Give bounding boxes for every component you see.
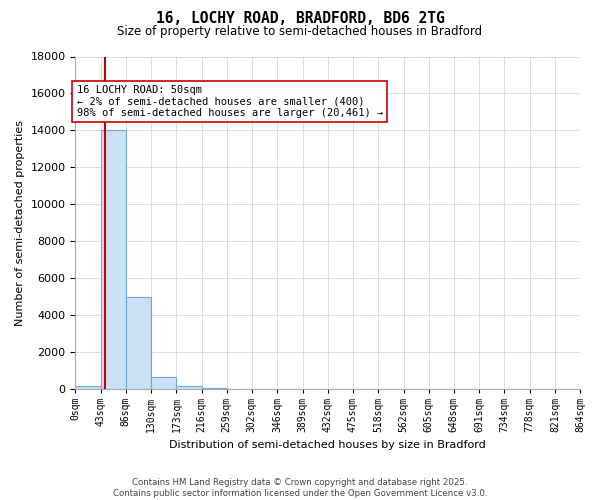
Bar [125, 297, 151, 390]
Bar [176, 386, 202, 390]
Bar [76, 386, 101, 390]
Bar [151, 376, 176, 390]
Text: 16 LOCHY ROAD: 50sqm
← 2% of semi-detached houses are smaller (400)
98% of semi-: 16 LOCHY ROAD: 50sqm ← 2% of semi-detach… [77, 85, 383, 118]
Bar [202, 388, 227, 390]
Bar [101, 130, 125, 390]
Text: Contains HM Land Registry data © Crown copyright and database right 2025.
Contai: Contains HM Land Registry data © Crown c… [113, 478, 487, 498]
X-axis label: Distribution of semi-detached houses by size in Bradford: Distribution of semi-detached houses by … [169, 440, 486, 450]
Y-axis label: Number of semi-detached properties: Number of semi-detached properties [15, 120, 25, 326]
Text: 16, LOCHY ROAD, BRADFORD, BD6 2TG: 16, LOCHY ROAD, BRADFORD, BD6 2TG [155, 11, 445, 26]
Text: Size of property relative to semi-detached houses in Bradford: Size of property relative to semi-detach… [118, 25, 482, 38]
